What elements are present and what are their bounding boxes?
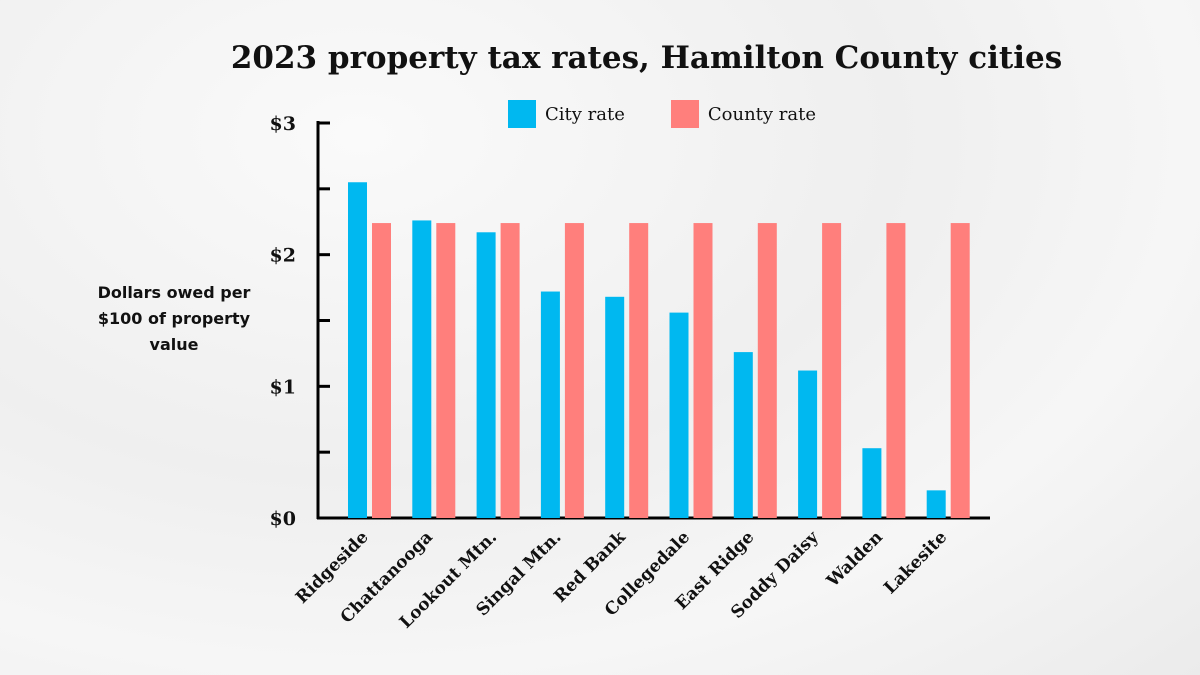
y-tick-label: $2 [270, 245, 296, 267]
bar-city [348, 182, 367, 518]
legend: City rate County rate [508, 100, 816, 128]
y-tick-label: $0 [270, 508, 296, 530]
bar-city [669, 312, 689, 518]
bar-county [564, 223, 584, 519]
y-tick-label: $1 [270, 376, 296, 398]
bar-city [926, 490, 946, 518]
bar-city [476, 232, 496, 519]
bar-city [733, 352, 753, 518]
x-tick-label: Lakesite [880, 527, 951, 598]
bar-city [798, 370, 818, 518]
x-tick-label: Walden [822, 527, 886, 591]
bar-county [500, 223, 520, 519]
bar-county [436, 223, 456, 519]
y-axis-label: Dollars owed per $100 of property value [97, 283, 251, 354]
legend-swatch-city [508, 100, 536, 128]
bar-county [372, 223, 391, 519]
bar-county [757, 223, 777, 519]
bar-county [693, 223, 713, 519]
y-tick-label: $3 [270, 113, 296, 135]
chart-title: 2023 property tax rates, Hamilton County… [230, 40, 1063, 76]
bar-city [605, 296, 625, 518]
bar-county [886, 223, 906, 519]
bar-county [822, 223, 842, 519]
legend-swatch-county [670, 100, 699, 128]
bar-county [950, 223, 970, 519]
bar-city [862, 448, 882, 518]
legend-label-city: City rate [545, 103, 625, 125]
legend-item-city: City rate [508, 100, 625, 128]
bar-county [629, 223, 649, 519]
bar-city [540, 291, 560, 518]
legend-item-county: County rate [670, 100, 817, 128]
legend-label-county: County rate [707, 103, 817, 125]
bar-city [412, 220, 432, 518]
